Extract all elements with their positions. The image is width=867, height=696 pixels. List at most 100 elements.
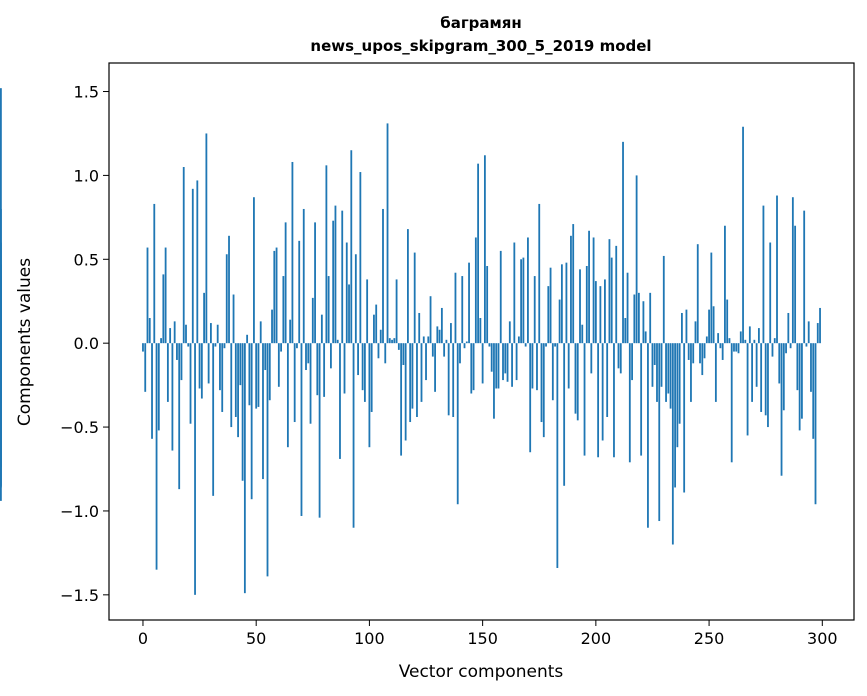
bar-115 — [402, 343, 405, 365]
chart-subtitle: news_upos_skipgram_300_5_2019 model — [310, 37, 651, 55]
bar-290 — [798, 343, 801, 431]
bar-164 — [513, 242, 516, 344]
bar-160 — [504, 343, 507, 374]
bar-283 — [782, 343, 785, 411]
bar-159 — [502, 343, 504, 381]
bar-270 — [753, 339, 756, 344]
bar-57 — [271, 309, 273, 344]
bar-28 — [205, 133, 208, 344]
bar-189 — [570, 235, 572, 344]
bar-176 — [540, 343, 543, 423]
bar-1 — [144, 343, 147, 392]
bar-278 — [771, 343, 774, 357]
bar-54 — [264, 343, 267, 371]
bar-287 — [791, 197, 794, 344]
bar-94 — [354, 254, 357, 344]
bar-213 — [624, 318, 627, 344]
bar-32 — [214, 343, 217, 347]
bar-136 — [450, 323, 452, 344]
bar-56 — [268, 343, 271, 401]
bar-240 — [685, 309, 688, 344]
bar-280 — [776, 195, 778, 344]
bar-212 — [622, 141, 624, 344]
bar-271 — [755, 343, 758, 387]
bar-206 — [608, 239, 611, 344]
bar-173 — [533, 276, 536, 344]
bar-143 — [465, 341, 468, 344]
bar-21 — [189, 343, 192, 424]
bar-247 — [701, 343, 704, 376]
bar-129 — [434, 343, 436, 392]
bar-78 — [318, 343, 321, 518]
bar-170 — [527, 237, 529, 344]
bar-109 — [388, 338, 391, 344]
y-tick-label: 1.5 — [74, 83, 99, 102]
bar-228 — [658, 343, 661, 522]
bar-225 — [651, 343, 654, 387]
bar-71 — [302, 208, 305, 344]
bar-200 — [594, 281, 597, 344]
bar-120 — [413, 252, 416, 344]
bar-209 — [615, 245, 618, 344]
bar-38 — [228, 235, 230, 344]
bar-255 — [719, 343, 722, 349]
bar-92 — [350, 150, 353, 344]
bar-155 — [493, 343, 495, 419]
x-tick-label: 200 — [581, 629, 612, 648]
bar-118 — [409, 343, 412, 423]
bar-61 — [280, 343, 282, 352]
bar-98 — [363, 343, 366, 402]
bar-18 — [182, 167, 185, 344]
bar-252 — [712, 306, 715, 344]
bar-145 — [470, 343, 473, 394]
bar-59 — [275, 247, 278, 344]
bar-110 — [391, 339, 393, 344]
bar-288 — [794, 225, 797, 344]
bar-243 — [692, 343, 695, 364]
plot-frame — [108, 62, 855, 621]
bar-185 — [560, 264, 563, 344]
bar-63 — [284, 222, 287, 344]
bar-262 — [735, 343, 738, 352]
bar-152 — [486, 266, 489, 344]
bar-139 — [456, 343, 459, 505]
bar-218 — [635, 175, 638, 344]
x-tick-label: 100 — [354, 629, 385, 648]
bar-256 — [721, 343, 724, 360]
bar-266 — [744, 339, 747, 344]
bar-125 — [425, 343, 427, 381]
bar-121 — [416, 343, 418, 417]
bar-216 — [631, 343, 633, 381]
bar-17 — [180, 343, 183, 381]
bar-135 — [447, 343, 450, 416]
bar-236 — [676, 343, 679, 448]
bar-39 — [230, 343, 233, 428]
bar-295 — [810, 343, 812, 392]
bar-229 — [660, 343, 663, 387]
bar-131 — [438, 329, 441, 344]
bar-182 — [554, 343, 556, 347]
bar-107 — [384, 343, 387, 364]
bar-150 — [481, 343, 484, 384]
bar-285 — [787, 312, 790, 344]
bar-62 — [282, 276, 285, 344]
bar-249 — [705, 336, 708, 344]
bar-127 — [429, 296, 432, 344]
bar-203 — [601, 343, 604, 441]
bar-97 — [361, 343, 364, 391]
bar-103 — [375, 304, 378, 344]
bar-148 — [477, 163, 480, 344]
y-tick-label: 0.0 — [74, 334, 99, 353]
bar-151 — [483, 155, 486, 344]
bar-175 — [538, 203, 541, 344]
bar-75 — [311, 297, 314, 344]
y-axis-label: Components values — [15, 258, 35, 426]
bar-297 — [814, 343, 817, 505]
bar-293 — [805, 343, 808, 347]
bar-234 — [671, 343, 674, 545]
bar-137 — [452, 343, 455, 417]
bars-group — [0, 88, 821, 595]
bar-116 — [404, 343, 407, 441]
bar-43 — [239, 343, 242, 386]
bar-214 — [626, 272, 629, 344]
